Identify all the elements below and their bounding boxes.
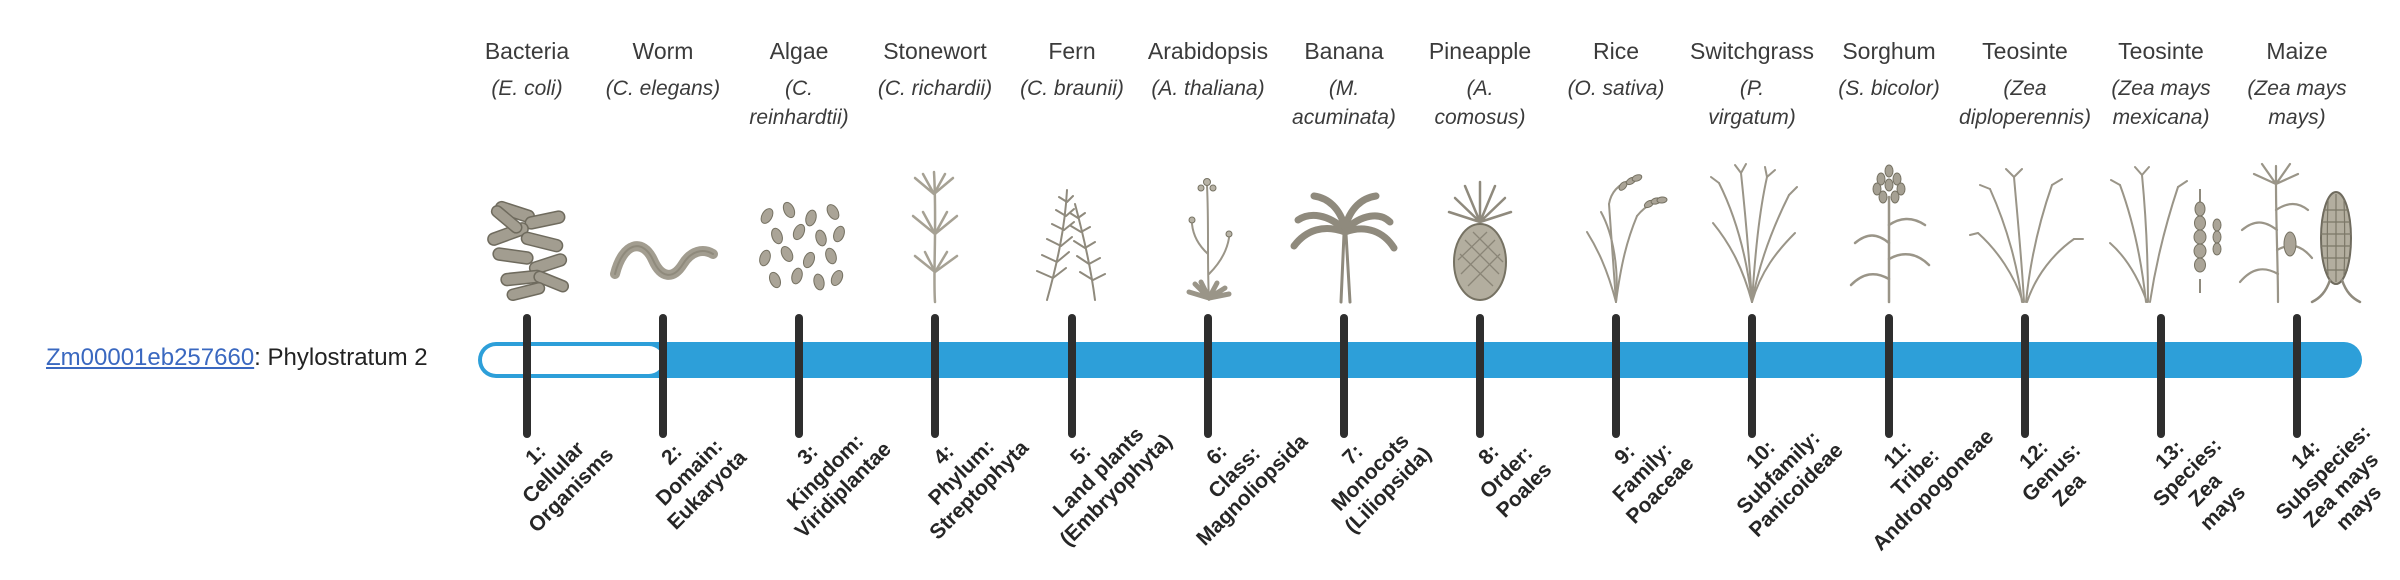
- organism-column: Algae (C. reinhardtii) 3: Kingdom: Virid…: [724, 0, 895, 580]
- organism-name: Algae: [769, 38, 829, 64]
- switchgrass-icon: [1677, 146, 1827, 304]
- organism-column: Arabidopsis (A. thaliana) 6: Class: Magn…: [1133, 0, 1312, 580]
- organism-name: Maize: [2266, 38, 2328, 64]
- organism-scientific-name: (O. sativa): [1567, 77, 1665, 100]
- organism-name: Worm: [632, 38, 694, 64]
- organism-column: Sorghum (S. bicolor) 11: Tribe: Andropog…: [1814, 0, 1998, 580]
- organism-column: Worm (C. elegans) 2: Domain: Eukaryota: [588, 0, 751, 580]
- banana-icon: [1269, 146, 1419, 304]
- pineapple-icon: [1405, 146, 1555, 304]
- organism-scientific-name: (A. thaliana): [1151, 77, 1265, 100]
- organism-name: Rice: [1592, 38, 1639, 64]
- organism-column: Teosinte (Zea diploperennis) 12: Genus: …: [1950, 0, 2100, 580]
- organism-scientific-name: (P. virgatum): [1708, 77, 1796, 129]
- maize-icon: [2222, 146, 2372, 304]
- stratum-tick: [1068, 314, 1076, 438]
- stratum-tick: [1476, 314, 1484, 438]
- stratum-tick: [795, 314, 803, 438]
- stratum-tick: [2293, 314, 2301, 438]
- stratum-tick: [2157, 314, 2165, 438]
- organism-name: Sorghum: [1842, 38, 1936, 64]
- organism-column: Bacteria (E. coli) 1: Cellular Organisms: [452, 0, 618, 580]
- organism-scientific-name: (M. acuminata): [1292, 77, 1396, 129]
- organism-scientific-name: (C. elegans): [605, 77, 721, 100]
- organism-column: Teosinte (Zea mays mexicana) 13: Species…: [2086, 0, 2250, 580]
- organism-name: Teosinte: [2118, 38, 2204, 64]
- teosinte-icon: [1950, 146, 2100, 304]
- stratum-tick: [659, 314, 667, 438]
- stonewort-icon: [860, 146, 1010, 304]
- organism-name: Stonewort: [883, 38, 987, 64]
- fern-icon: [997, 146, 1147, 304]
- worm-icon: [588, 146, 738, 304]
- organism-scientific-name: (Zea mays mexicana): [2111, 77, 2211, 129]
- organism-column: Fern (C. braunii) 5: Land plants (Embryo…: [997, 0, 1177, 580]
- stratum-tick: [931, 314, 939, 438]
- bacteria-icon: [452, 146, 602, 304]
- organism-column: Banana (M. acuminata) 7: Monocots (Lilio…: [1269, 0, 1436, 580]
- organism-scientific-name: (Zea diploperennis): [1959, 77, 2091, 129]
- organism-scientific-name: (S. bicolor): [1838, 77, 1940, 100]
- organism-scientific-name: (C. braunii): [1020, 77, 1124, 100]
- organism-name: Fern: [1048, 38, 1096, 64]
- stratum-tick: [523, 314, 531, 438]
- arabidopsis-icon: [1133, 146, 1283, 304]
- organism-name: Teosinte: [1982, 38, 2068, 64]
- organism-scientific-name: (C. reinhardtii): [749, 77, 849, 129]
- organism-column: Pineapple (A. comosus) 8: Order: Poales: [1405, 0, 1556, 580]
- stratum-tick: [1340, 314, 1348, 438]
- organism-name: Arabidopsis: [1147, 38, 1269, 64]
- stratum-tick: [1748, 314, 1756, 438]
- teosinte-mexicana-icon: [2086, 146, 2236, 304]
- organism-scientific-name: (Zea mays mays): [2247, 77, 2347, 129]
- organism-column: Switchgrass (P. virgatum) 10: Subfamily:…: [1677, 0, 1848, 580]
- organism-scientific-name: (E. coli): [491, 77, 563, 100]
- gene-label: Zm00001eb257660: Phylostratum 2: [46, 344, 428, 372]
- sorghum-icon: [1814, 146, 1964, 304]
- algae-icon: [724, 146, 874, 304]
- organism-scientific-name: (C. richardii): [877, 77, 993, 100]
- organism-name: Switchgrass: [1690, 38, 1814, 64]
- organism-column: Stonewort (C. richardii) 4: Phylum: Stre…: [860, 0, 1033, 580]
- organism-name: Bacteria: [484, 38, 570, 64]
- organism-name: Banana: [1304, 38, 1384, 64]
- stratum-tick: [2021, 314, 2029, 438]
- stratum-tick: [1885, 314, 1893, 438]
- timeline-unfilled-segment: [482, 346, 663, 374]
- gene-id-link[interactable]: Zm00001eb257660: [46, 344, 255, 371]
- rice-icon: [1541, 146, 1691, 304]
- organism-scientific-name: (A. comosus): [1434, 77, 1526, 129]
- stratum-tick: [1204, 314, 1212, 438]
- gene-phylostratum-text: : Phylostratum 2: [254, 344, 428, 371]
- organism-column: Rice (O. sativa) 9: Family: Poaceae: [1541, 0, 1699, 580]
- stratum-tick: [1612, 314, 1620, 438]
- stratum-label-text: 14: Subspecies: Zea mays mays: [2271, 420, 2386, 535]
- organism-column: Maize (Zea mays mays) 14: Subspecies: Ze…: [2222, 0, 2386, 580]
- timeline-bar: [478, 342, 2362, 378]
- organism-name: Pineapple: [1428, 38, 1532, 64]
